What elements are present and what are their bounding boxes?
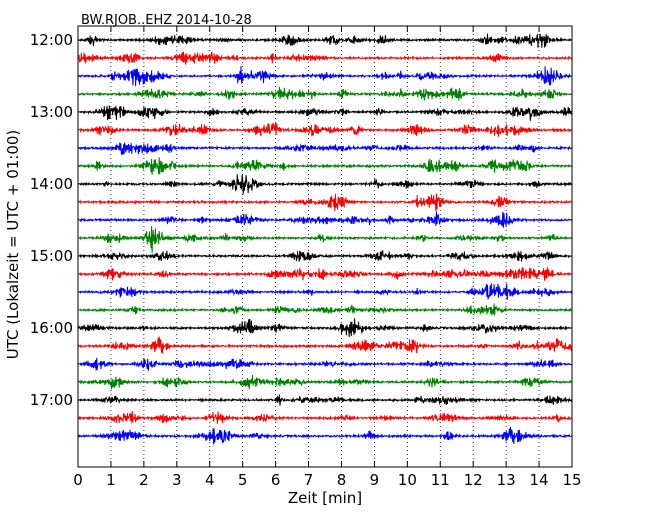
vertical-grid bbox=[110, 26, 540, 467]
trace-1330 bbox=[77, 142, 573, 155]
x-tick-label: 15 bbox=[562, 471, 581, 489]
trace-1730 bbox=[77, 426, 573, 445]
x-tick-label: 8 bbox=[337, 471, 347, 489]
plot-frame bbox=[77, 25, 573, 468]
trace-1300 bbox=[77, 105, 573, 121]
trace-1215 bbox=[77, 51, 573, 65]
x-tick-label: 6 bbox=[271, 471, 281, 489]
x-tick-label: 13 bbox=[497, 471, 516, 489]
trace-1445 bbox=[77, 226, 573, 254]
y-tick-label: 16:00 bbox=[30, 319, 73, 337]
trace-1630 bbox=[77, 357, 573, 371]
trace-group bbox=[77, 33, 573, 445]
y-tick-label: 13:00 bbox=[30, 103, 73, 121]
x-tick-label: 0 bbox=[73, 471, 83, 489]
trace-1345 bbox=[77, 157, 573, 175]
x-tick-label: 5 bbox=[238, 471, 248, 489]
x-tick-label: 9 bbox=[370, 471, 380, 489]
tick-marks bbox=[77, 26, 573, 467]
trace-1600 bbox=[77, 318, 573, 338]
trace-1515 bbox=[77, 266, 573, 281]
trace-1200 bbox=[77, 33, 573, 48]
x-tick-label: 4 bbox=[205, 471, 215, 489]
x-tick-label: 12 bbox=[464, 471, 483, 489]
x-tick-labels: 0 1 2 3 4 5 6 7 8 9 10 11 12 13 14 15 bbox=[73, 471, 581, 489]
trace-1500 bbox=[77, 250, 573, 262]
trace-1230 bbox=[77, 66, 573, 87]
trace-1715 bbox=[77, 410, 573, 424]
x-tick-label: 11 bbox=[431, 471, 450, 489]
trace-1530 bbox=[77, 283, 573, 300]
y-tick-label: 15:00 bbox=[30, 247, 73, 265]
trace-1645 bbox=[77, 374, 573, 390]
trace-1245 bbox=[77, 86, 573, 101]
trace-1545 bbox=[77, 303, 573, 316]
y-tick-label: 14:00 bbox=[30, 175, 73, 193]
trace-1615 bbox=[77, 336, 573, 354]
y-tick-label: 17:00 bbox=[30, 391, 73, 409]
x-tick-label: 7 bbox=[304, 471, 314, 489]
trace-1430 bbox=[77, 211, 573, 228]
y-tick-label: 12:00 bbox=[30, 31, 73, 49]
x-tick-label: 10 bbox=[398, 471, 417, 489]
chart-title: BW.RJOB..EHZ 2014-10-28 bbox=[81, 13, 252, 28]
x-tick-label: 1 bbox=[106, 471, 116, 489]
y-axis-title: UTC (Lokalzeit = UTC + 01:00) bbox=[4, 130, 22, 360]
y-tick-labels: 12:00 13:00 14:00 15:00 16:00 17:00 bbox=[30, 31, 73, 409]
x-tick-label: 3 bbox=[172, 471, 182, 489]
trace-1415 bbox=[77, 193, 573, 212]
trace-1700 bbox=[77, 394, 573, 406]
x-tick-label: 2 bbox=[139, 471, 149, 489]
trace-1400 bbox=[77, 174, 573, 195]
x-tick-label: 14 bbox=[530, 471, 549, 489]
trace-1315 bbox=[77, 122, 573, 137]
x-axis-title: Zeit [min] bbox=[288, 489, 362, 507]
